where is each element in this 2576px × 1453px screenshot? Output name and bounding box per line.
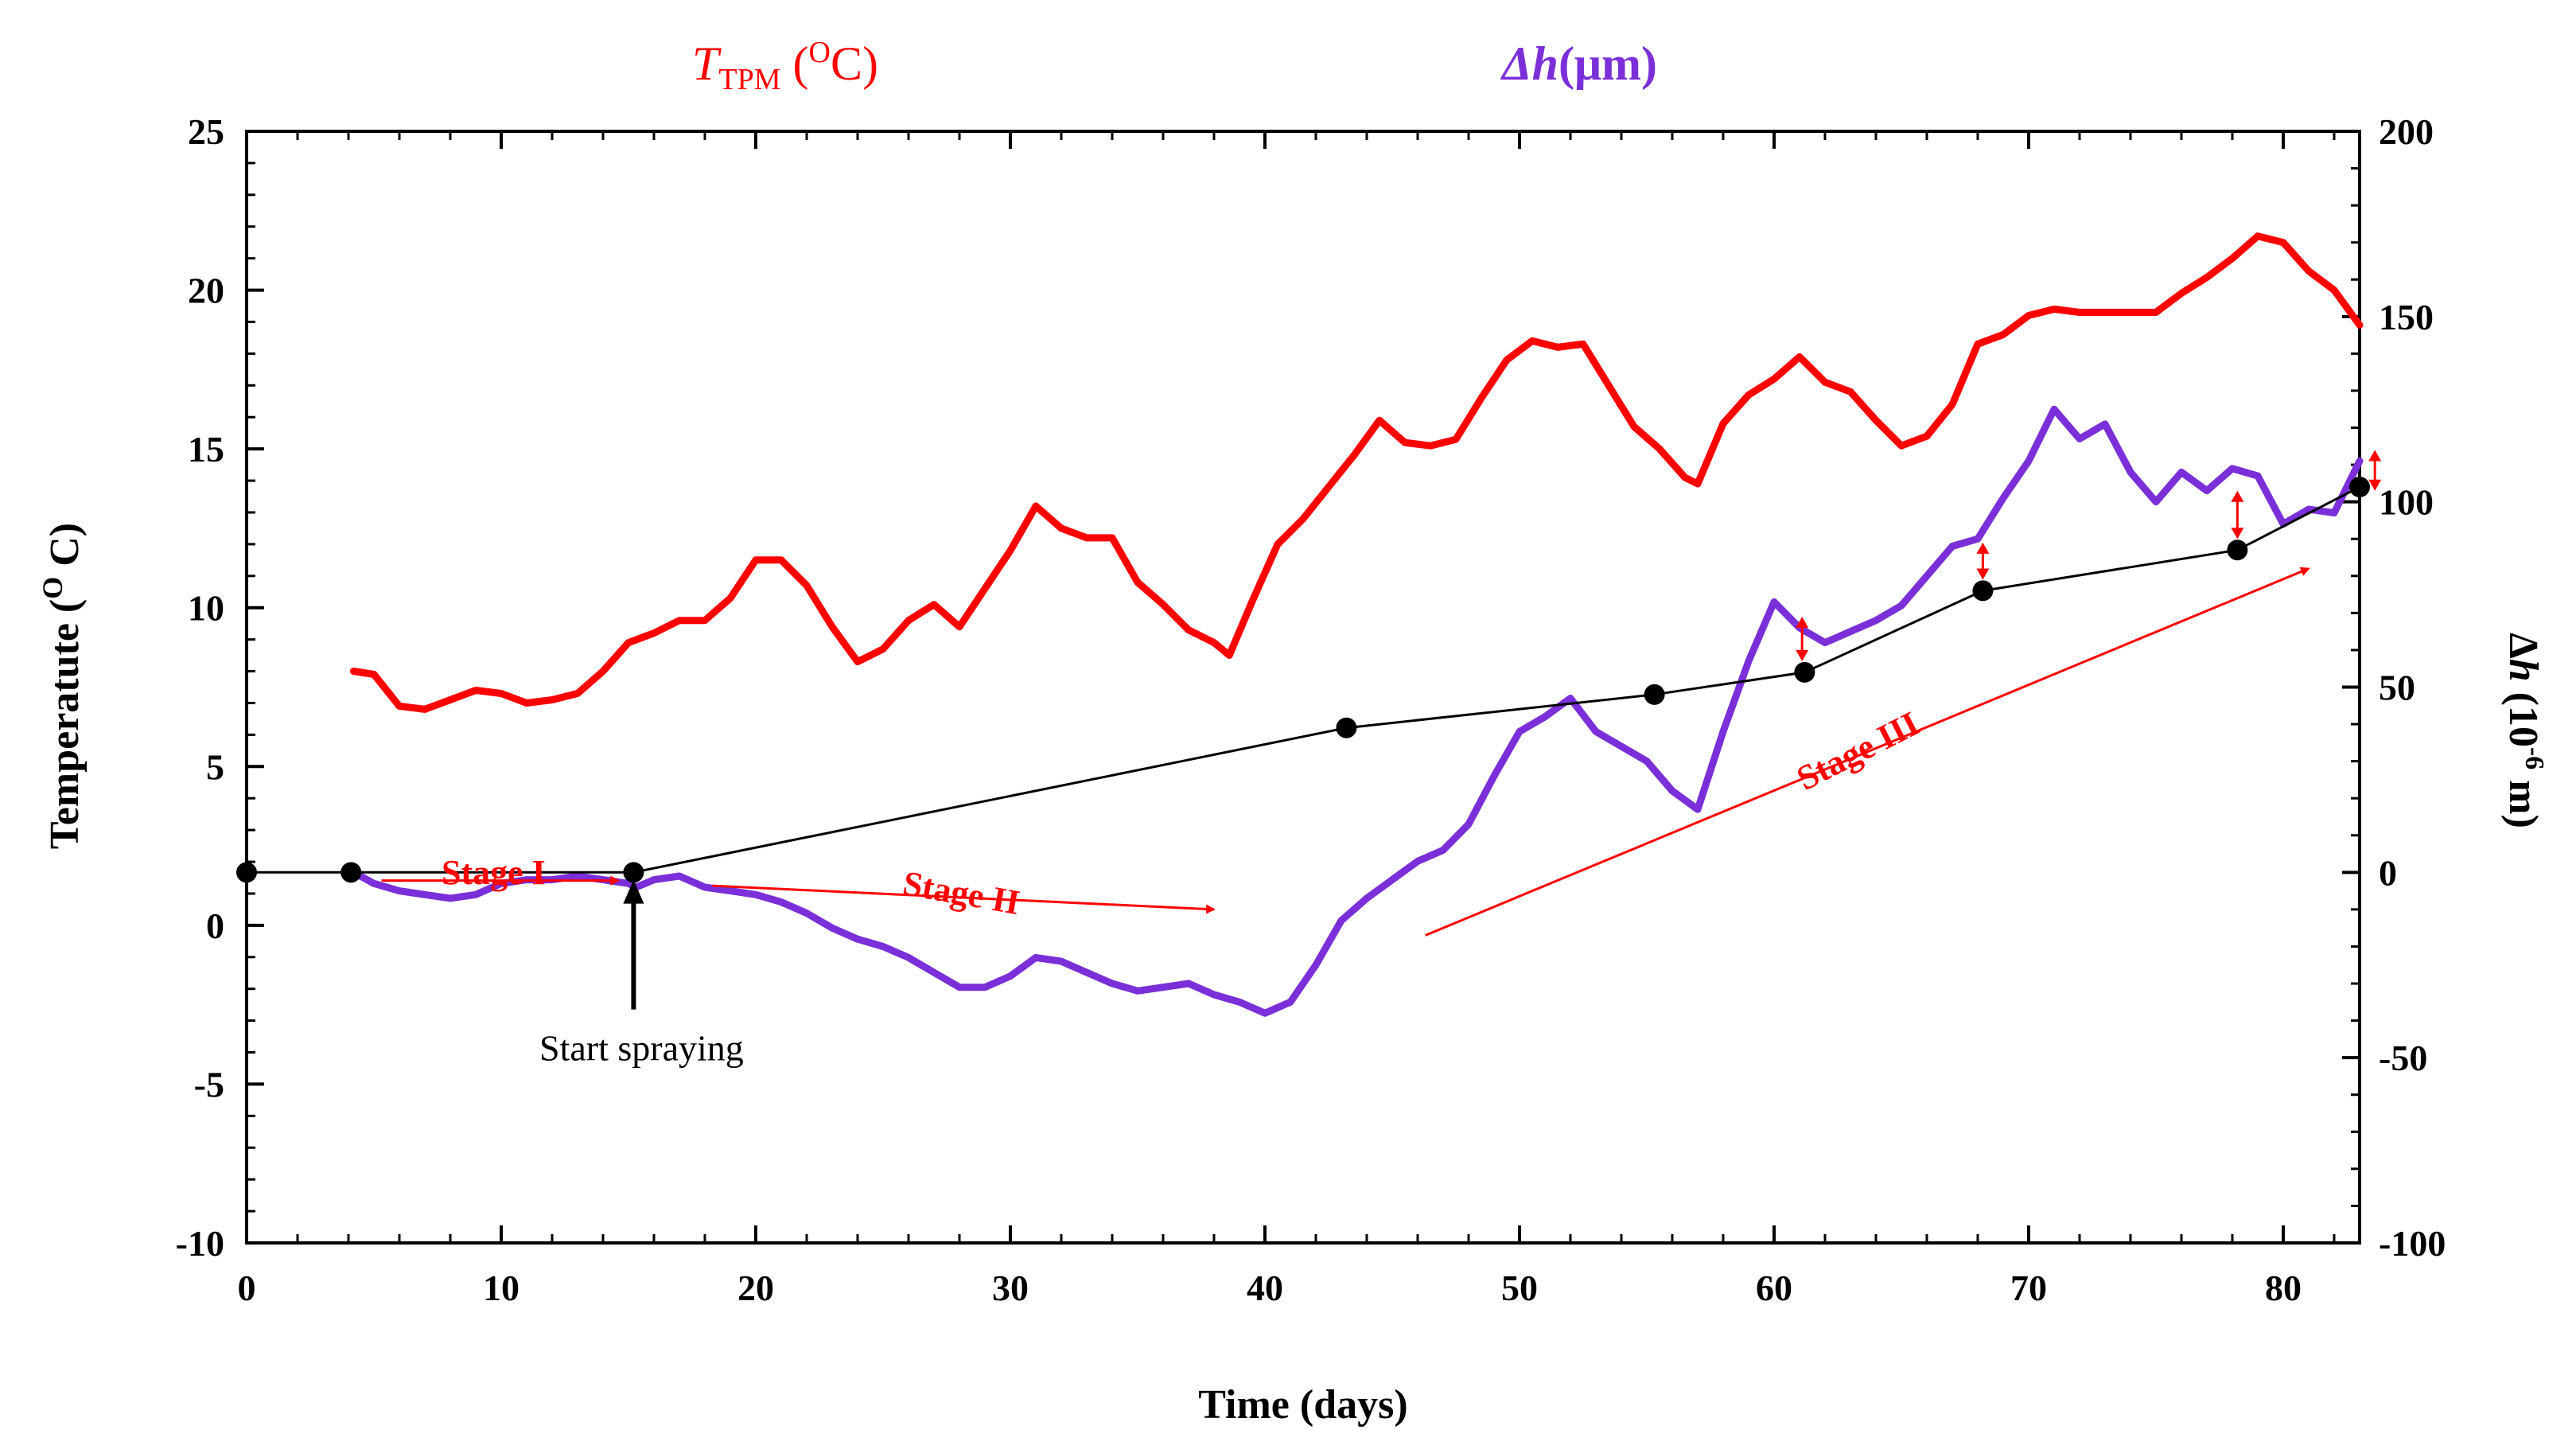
y-tick-label: 15: [188, 429, 224, 469]
y-tick-label: 25: [188, 111, 224, 152]
measured-point-marker: [1972, 580, 1994, 602]
y-tick-label: 20: [188, 271, 224, 311]
start-spraying-label: Start spraying: [539, 1028, 744, 1069]
legend-temperature-sup: O: [809, 36, 831, 69]
y-tick-label: 5: [206, 746, 224, 787]
legend-temperature-open: (: [781, 37, 809, 90]
axis-ticks: 0 10 20 30 40 50 60 70 80-10-50510152025-100-500…: [176, 111, 2446, 1308]
y-tick-label: -5: [194, 1064, 224, 1104]
y-axis-title-sup: O: [37, 577, 68, 599]
gap-arrow-head-top: [1796, 617, 1809, 629]
measured-point-marker: [340, 862, 362, 883]
x-tick-label: 60: [1756, 1268, 1792, 1308]
y2-tick-label: -50: [2379, 1038, 2427, 1078]
x-tick-label: 20: [737, 1268, 774, 1308]
y2-tick-label: -100: [2379, 1223, 2446, 1264]
measured-point-marker: [2349, 477, 2370, 498]
legend-temperature-subscript: TPM: [718, 63, 780, 96]
series-layer: [236, 232, 2370, 1017]
x-tick-label: 40: [1247, 1268, 1283, 1308]
x-tick-label: 50: [1501, 1268, 1538, 1308]
y2-tick-label: 0: [2379, 852, 2397, 893]
gap-arrow-head-bottom: [1796, 649, 1809, 661]
y2-tick-label: 50: [2379, 668, 2415, 708]
legend-temperature: TTPM (OC): [692, 36, 878, 96]
stage-label: Stage II: [900, 863, 1022, 922]
x-axis-title: Time (days): [1198, 1382, 1407, 1428]
stage-arrow: [1425, 567, 2310, 937]
y-axis-title-main: Temperatute (: [42, 599, 88, 849]
stage-label: Stage III: [1791, 703, 1925, 798]
legend-temperature-unit: C): [831, 37, 878, 90]
gap-arrow-head-top: [2368, 450, 2382, 462]
stage-arrow: [712, 884, 1216, 914]
measured-point-marker: [623, 862, 644, 883]
y-axis-title: Temperatute (O C): [37, 523, 88, 849]
y2-axis-title-unit: m): [2500, 769, 2546, 828]
y2-tick-label: 150: [2379, 297, 2434, 337]
gap-arrow-head-bottom: [1976, 568, 1990, 580]
y2-axis-title-sup: -6: [2520, 747, 2549, 769]
y-tick-label: 0: [206, 906, 224, 946]
measured-point-marker: [1336, 717, 1357, 738]
legend-deflection-symbol: Δh: [1500, 37, 1558, 90]
y-tick-label: -10: [176, 1223, 224, 1264]
y-tick-label: 10: [188, 588, 224, 629]
y-axis-title-unit: C): [42, 523, 88, 577]
legend-deflection-unit: (μm): [1558, 37, 1657, 90]
gap-arrow-head-bottom: [2368, 479, 2382, 491]
legend-deflection: Δh(μm): [1500, 37, 1657, 90]
y2-tick-label: 200: [2379, 111, 2434, 152]
gap-arrow-head-top: [2231, 490, 2244, 502]
y2-axis-title-h: h: [2500, 659, 2546, 682]
x-tick-label: 80: [2265, 1268, 2302, 1308]
x-tick-label: 30: [992, 1268, 1029, 1308]
x-tick-label: 70: [2010, 1268, 2047, 1308]
annotation-layer: Stage I Stage II Stage III Start spraying: [381, 450, 2382, 1069]
x-tick-label: 10: [483, 1268, 519, 1308]
stage-label: Stage I: [442, 853, 546, 892]
y2-axis-title-delta: Δ: [2500, 633, 2546, 659]
legend-temperature-symbol: T: [692, 37, 722, 90]
x-tick-label: 0: [238, 1268, 256, 1308]
plot-frame: [245, 130, 2361, 1245]
y2-tick-label: 100: [2379, 482, 2434, 523]
gap-arrow-head-top: [1976, 542, 1990, 554]
measured-point-marker: [236, 862, 257, 883]
measured-point-marker: [1794, 661, 1815, 683]
y2-axis-title: Δh (10-6 m): [2500, 633, 2549, 828]
measured-point-marker: [2227, 540, 2248, 561]
temperature-line: [349, 232, 2364, 713]
deflection-line: [349, 405, 2364, 1017]
y2-axis-title-open: (10: [2500, 682, 2546, 747]
gap-arrow-head-bottom: [2231, 528, 2244, 540]
spray-arrow-head: [623, 879, 644, 904]
measured-point-marker: [1644, 684, 1665, 705]
